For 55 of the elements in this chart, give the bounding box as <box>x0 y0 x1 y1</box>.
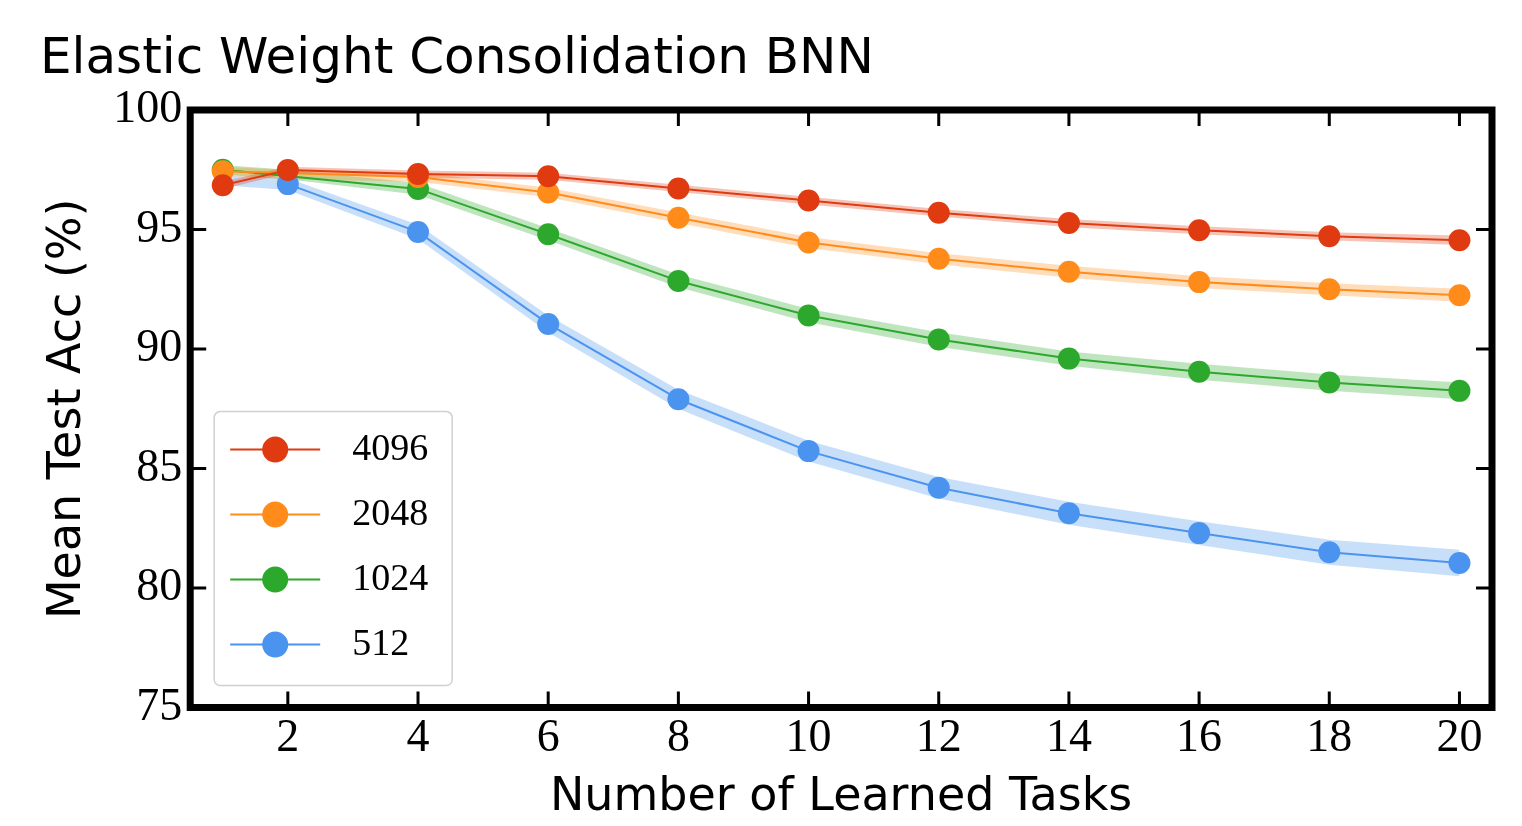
point <box>1188 271 1211 294</box>
point <box>211 174 234 197</box>
x-tick-label: 4 <box>406 710 430 762</box>
y-tick-label: 80 <box>136 559 183 611</box>
point <box>537 223 560 246</box>
x-tick-label: 18 <box>1306 710 1353 762</box>
point <box>797 304 820 327</box>
x-tick-label: 12 <box>915 710 962 762</box>
point <box>927 328 950 351</box>
x-tick-label: 20 <box>1436 710 1483 762</box>
x-tick-label: 14 <box>1045 710 1092 762</box>
point <box>537 312 560 335</box>
point <box>1318 278 1341 301</box>
x-tick-label: 6 <box>536 710 560 762</box>
point <box>1318 225 1341 248</box>
y-tick-label: 75 <box>136 678 183 730</box>
x-tick-label: 8 <box>666 710 690 762</box>
point <box>407 220 430 243</box>
x-tick-label: 10 <box>785 710 832 762</box>
point <box>1057 347 1080 370</box>
point <box>1057 260 1080 283</box>
point <box>1188 219 1211 242</box>
point <box>1448 229 1471 252</box>
point <box>667 206 690 229</box>
point <box>537 165 560 188</box>
legend-label: 512 <box>352 620 410 663</box>
point <box>797 189 820 212</box>
point <box>276 159 299 181</box>
point <box>927 476 950 499</box>
point <box>667 388 690 411</box>
y-tick-label: 90 <box>136 320 183 372</box>
point <box>1448 284 1471 307</box>
y-tick-label: 95 <box>136 200 183 252</box>
point <box>797 440 820 463</box>
x-axis-title: Number of Learned Tasks <box>549 767 1133 822</box>
point <box>1057 212 1080 235</box>
y-tick-label: 85 <box>136 439 183 491</box>
point <box>1188 522 1211 545</box>
point <box>667 177 690 200</box>
point <box>667 269 690 292</box>
y-axis-title: Mean Test Acc (%) <box>36 198 91 620</box>
legend-label: 1024 <box>352 555 429 598</box>
point <box>1448 551 1471 574</box>
x-tick-label: 16 <box>1176 710 1223 762</box>
legend-label: 2048 <box>352 490 429 533</box>
point <box>1057 502 1080 525</box>
point <box>1318 541 1341 564</box>
point <box>1318 371 1341 394</box>
legend-label: 4096 <box>352 425 429 468</box>
point <box>797 231 820 254</box>
x-tick-label: 2 <box>276 710 300 762</box>
point <box>1188 360 1211 383</box>
point <box>927 201 950 224</box>
point <box>1448 379 1471 402</box>
point <box>927 247 950 270</box>
